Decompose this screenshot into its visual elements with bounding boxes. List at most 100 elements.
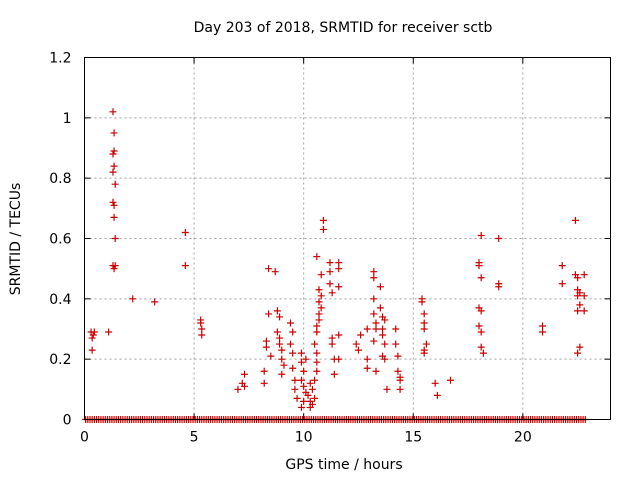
data-point xyxy=(328,340,336,348)
data-point xyxy=(392,325,400,333)
data-point xyxy=(370,310,378,318)
data-point xyxy=(109,150,117,158)
plot-frame xyxy=(84,57,611,420)
data-point xyxy=(297,349,305,357)
data-point xyxy=(304,391,312,399)
data-point xyxy=(198,331,206,339)
data-point xyxy=(276,334,284,342)
data-point xyxy=(111,180,119,188)
data-point xyxy=(280,361,288,369)
data-point xyxy=(383,385,391,393)
data-point xyxy=(370,337,378,345)
data-point xyxy=(477,274,485,282)
data-point xyxy=(315,310,323,318)
x-tick-label: 0 xyxy=(80,430,89,446)
data-point xyxy=(109,168,117,176)
data-point xyxy=(88,334,96,342)
data-point xyxy=(90,328,98,336)
grid xyxy=(84,57,611,420)
data-point xyxy=(376,304,384,312)
data-point xyxy=(313,349,321,357)
data-point xyxy=(319,225,327,233)
x-tick-label: 20 xyxy=(514,430,532,446)
y-tick-label: 1 xyxy=(63,111,72,127)
data-point xyxy=(313,322,321,330)
data-point xyxy=(287,319,295,327)
data-point xyxy=(495,235,503,242)
data-point xyxy=(477,328,485,336)
data-point xyxy=(495,283,503,291)
data-point xyxy=(479,349,487,357)
data-point xyxy=(335,265,343,273)
data-point xyxy=(278,370,286,378)
data-point xyxy=(372,367,380,375)
data-point xyxy=(240,382,248,390)
data-point xyxy=(287,340,295,348)
data-point xyxy=(265,265,273,273)
y-tick-label: 0.6 xyxy=(49,232,71,248)
data-point xyxy=(271,268,279,276)
data-point xyxy=(276,313,284,321)
data-point xyxy=(110,162,118,170)
data-point xyxy=(558,262,566,270)
data-point xyxy=(352,340,360,348)
data-point xyxy=(297,403,305,411)
data-point xyxy=(198,325,206,333)
data-point xyxy=(381,340,389,348)
data-point xyxy=(335,283,343,291)
data-point xyxy=(379,331,387,339)
data-point xyxy=(335,355,343,363)
data-point xyxy=(110,129,118,137)
data-point xyxy=(396,376,404,384)
data-point xyxy=(302,355,310,363)
data-point xyxy=(326,259,334,267)
data-point xyxy=(262,337,270,345)
data-point xyxy=(433,391,441,399)
data-point xyxy=(392,340,400,348)
data-point xyxy=(111,235,119,242)
data-point xyxy=(354,346,362,354)
data-point xyxy=(291,385,299,393)
data-point xyxy=(88,346,96,354)
data-point xyxy=(372,325,380,333)
data-point xyxy=(273,307,281,315)
data-point xyxy=(335,259,343,267)
data-point xyxy=(297,358,305,366)
y-tick-label: 0.2 xyxy=(49,352,71,368)
data-point xyxy=(289,328,297,336)
data-point xyxy=(319,216,327,224)
axis-ticks xyxy=(84,57,611,420)
data-point xyxy=(260,379,268,387)
data-point xyxy=(328,334,336,342)
data-point xyxy=(129,295,137,303)
data-point xyxy=(539,322,547,330)
data-point xyxy=(89,331,97,339)
data-point xyxy=(372,319,380,327)
data-point xyxy=(363,355,371,363)
data-point xyxy=(379,325,387,333)
y-tick-label: 0.4 xyxy=(49,292,71,308)
x-axis-label: GPS time / hours xyxy=(285,457,402,473)
x-tick-label: 5 xyxy=(190,430,199,446)
data-point xyxy=(313,358,321,366)
data-point xyxy=(475,262,483,270)
data-point xyxy=(326,280,334,288)
data-point xyxy=(110,147,118,155)
data-point xyxy=(475,322,483,330)
data-point xyxy=(477,231,485,239)
data-point xyxy=(394,352,402,360)
data-point xyxy=(297,376,305,384)
data-point xyxy=(328,289,336,297)
data-point xyxy=(110,265,118,273)
data-point xyxy=(317,292,325,300)
data-point xyxy=(291,376,299,384)
data-point xyxy=(313,253,321,261)
data-point xyxy=(576,343,584,351)
data-point xyxy=(293,394,301,402)
data-point xyxy=(110,213,118,221)
data-point xyxy=(574,349,582,357)
data-point xyxy=(181,262,189,270)
data-point xyxy=(110,201,118,209)
data-point xyxy=(308,385,316,393)
